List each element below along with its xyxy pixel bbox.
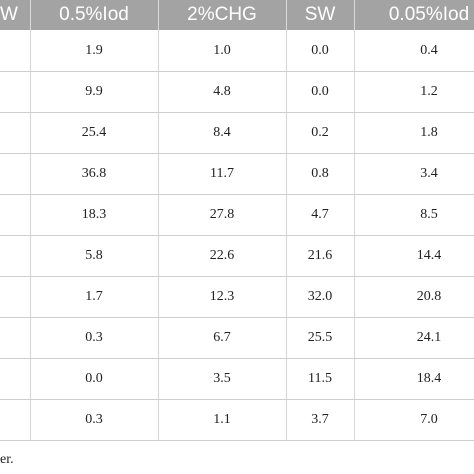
column-header: 0.5%Iod — [59, 4, 129, 25]
column-header: 2%CHG — [187, 4, 257, 25]
table-cell: 7.0 — [420, 412, 438, 427]
table-cell: 0.4 — [420, 43, 438, 58]
table-cell: 3.5 — [213, 371, 231, 386]
table-header: W 0.5%Iod 2%CHG SW 0.05%Iod — [0, 0, 474, 30]
table-cell: 4.8 — [213, 84, 231, 99]
table-row: 1.9 1.0 0.0 0.4 — [0, 30, 474, 72]
table-row: 9.9 4.8 0.0 1.2 — [0, 71, 474, 113]
table-cell: 8.4 — [213, 125, 231, 140]
table-cell: 1.8 — [420, 125, 438, 140]
table-cell: 0.0 — [85, 371, 103, 386]
table-cell: 14.4 — [416, 248, 442, 263]
table-cell: 1.1 — [213, 412, 231, 427]
table-row: 18.3 27.8 4.7 8.5 — [0, 194, 474, 236]
header-divider — [354, 0, 355, 30]
table-cell: 1.2 — [420, 84, 438, 99]
table-cell: 3.7 — [311, 412, 329, 427]
table-cell: 1.7 — [85, 289, 103, 304]
table-row: 1.7 12.3 32.0 20.8 — [0, 276, 474, 318]
table-cell: 1.9 — [85, 43, 103, 58]
table-cell: 12.3 — [209, 289, 235, 304]
table-row: 0.3 1.1 3.7 7.0 — [0, 399, 474, 441]
table-row: 5.8 22.6 21.6 14.4 — [0, 235, 474, 277]
table-cell: 20.8 — [416, 289, 442, 304]
table-cell: 11.7 — [210, 166, 234, 181]
table-cell: 21.6 — [307, 248, 333, 263]
table-cell: 24.1 — [416, 330, 442, 345]
table-cell: 18.4 — [416, 371, 442, 386]
table-cell: 6.7 — [213, 330, 231, 345]
table-cell: 5.8 — [85, 248, 103, 263]
table-cell: 11.5 — [308, 371, 332, 386]
column-header: SW — [304, 4, 336, 25]
table-cell: 0.0 — [311, 43, 329, 58]
table-cell: 36.8 — [81, 166, 107, 181]
column-header: W — [0, 4, 18, 25]
table-cell: 25.5 — [307, 330, 333, 345]
table-cell: 32.0 — [307, 289, 333, 304]
table-row: 0.0 3.5 11.5 18.4 — [0, 358, 474, 400]
table-cell: 27.8 — [209, 207, 235, 222]
table-cell: 9.9 — [85, 84, 103, 99]
table-cell: 8.5 — [420, 207, 438, 222]
table-cell: 0.8 — [311, 166, 329, 181]
table-footnote: er. — [0, 452, 14, 467]
table-cell: 4.7 — [311, 207, 329, 222]
table-cell: 1.0 — [213, 43, 231, 58]
table-row: 0.3 6.7 25.5 24.1 — [0, 317, 474, 359]
table-cell: 0.2 — [311, 125, 329, 140]
table-row: 36.8 11.7 0.8 3.4 — [0, 153, 474, 195]
table-row: 25.4 8.4 0.2 1.8 — [0, 112, 474, 154]
table-cell: 18.3 — [81, 207, 107, 222]
table-cell: 3.4 — [420, 166, 438, 181]
table-cell: 22.6 — [209, 248, 235, 263]
header-divider — [158, 0, 159, 30]
table-cell: 0.3 — [85, 412, 103, 427]
table-cell: 25.4 — [81, 125, 107, 140]
header-divider — [30, 0, 31, 30]
table-cell: 0.0 — [311, 84, 329, 99]
column-header: 0.05%Iod — [388, 4, 470, 25]
table-cell: 0.3 — [85, 330, 103, 345]
header-divider — [286, 0, 287, 30]
